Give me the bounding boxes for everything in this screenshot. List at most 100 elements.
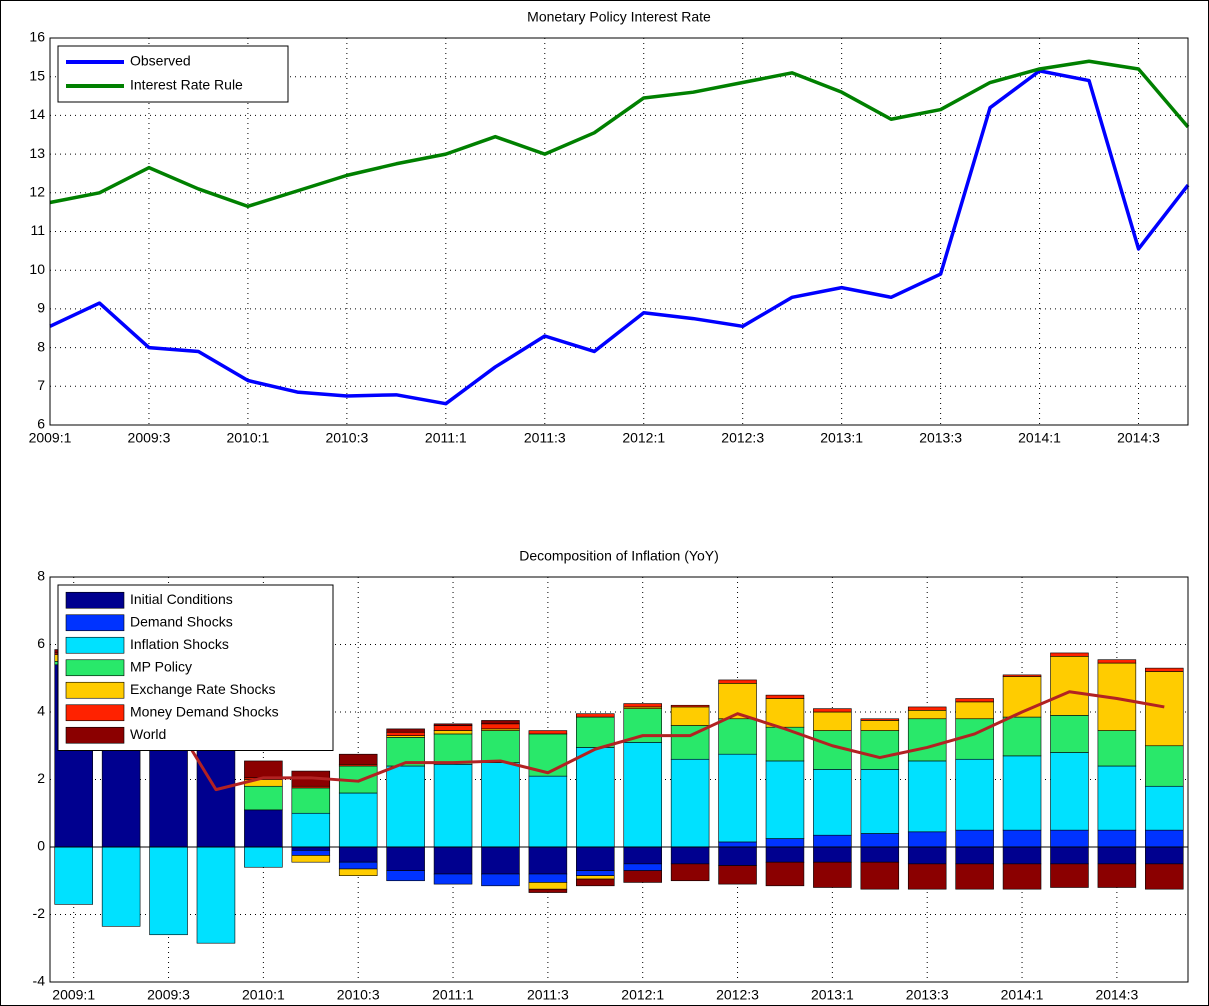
x-tick-label: 2012:1 <box>621 987 664 1003</box>
bar-segment <box>1097 863 1137 888</box>
y-tick-label: 8 <box>37 568 45 584</box>
legend-label: World <box>130 726 166 742</box>
legend-label: Interest Rate Rule <box>130 77 243 93</box>
bar-segment <box>576 878 615 887</box>
bar-segment <box>481 720 520 725</box>
bar-segment <box>1050 829 1089 848</box>
x-tick-label: 2013:1 <box>811 987 854 1003</box>
bar-segment <box>813 708 852 713</box>
y-tick-label: 0 <box>37 838 45 854</box>
bar-segment <box>860 861 900 890</box>
x-tick-label: 2011:3 <box>524 430 566 446</box>
bar-segment <box>338 846 378 863</box>
bar-segment <box>291 850 331 856</box>
bar-segment <box>765 760 805 839</box>
bar-segment <box>718 846 757 866</box>
legend-label: MP Policy <box>130 658 192 674</box>
bar-segment <box>291 855 331 863</box>
bar-segment <box>433 725 473 731</box>
y-tick-label: -2 <box>33 905 46 921</box>
bar-segment <box>623 742 662 848</box>
x-tick-label: 2010:3 <box>337 987 380 1003</box>
bar-segment <box>54 846 93 905</box>
bar-segment <box>907 863 947 890</box>
bar-segment <box>1145 846 1184 865</box>
chart-title: Decomposition of Inflation (YoY) <box>519 548 718 564</box>
bar-segment <box>576 713 615 718</box>
bar-segment <box>291 846 331 851</box>
x-tick-label: 2012:3 <box>716 987 759 1003</box>
bar-segment <box>1002 863 1042 890</box>
x-tick-label: 2010:1 <box>226 430 269 446</box>
legend-swatch <box>65 681 125 699</box>
bar-segment <box>244 846 283 868</box>
bar-segment <box>576 875 615 880</box>
bar-segment <box>386 731 425 736</box>
x-tick-label: 2009:3 <box>147 987 190 1003</box>
y-tick-label: 13 <box>29 145 45 161</box>
x-tick-label: 2013:3 <box>906 987 949 1003</box>
bar-segment <box>433 764 473 848</box>
bar-segment <box>386 728 425 733</box>
x-tick-label: 2011:1 <box>432 987 474 1003</box>
bar-segment <box>481 762 520 848</box>
bar-segment <box>433 723 473 726</box>
bar-segment <box>765 861 805 887</box>
legend-label: Exchange Rate Shocks <box>130 681 276 697</box>
data-line <box>49 59 1190 209</box>
bar-segment <box>576 846 615 871</box>
bar-segment <box>528 730 568 735</box>
x-tick-label: 2012:3 <box>721 430 764 446</box>
bar-segment <box>907 706 947 711</box>
bar-segment <box>338 868 378 876</box>
bar-segment <box>338 792 378 848</box>
bar-segment <box>196 846 236 944</box>
bar-segment <box>433 873 473 885</box>
bar-segment <box>576 747 615 848</box>
bar-segment <box>244 785 283 811</box>
legend-swatch <box>65 659 125 677</box>
bar-segment <box>528 775 568 848</box>
bar-segment <box>623 703 662 708</box>
data-line <box>49 69 1190 406</box>
bar-segment <box>670 863 710 882</box>
bar-segment <box>623 846 662 865</box>
x-tick-label: 2009:1 <box>29 430 72 446</box>
bar-segment <box>1002 846 1042 865</box>
bar-segment <box>386 846 425 871</box>
bar-segment <box>813 834 852 848</box>
bar-segment <box>1097 659 1137 664</box>
bar-segment <box>670 846 710 865</box>
axes-border <box>49 37 1189 426</box>
bar-segment <box>576 870 615 876</box>
bar-segment <box>907 718 947 762</box>
bar-segment <box>1050 863 1089 888</box>
bar-segment <box>955 758 994 831</box>
bar-segment <box>623 863 662 871</box>
bar-segment <box>433 733 473 765</box>
legend-label: Observed <box>130 53 191 69</box>
bar-segment <box>291 812 331 848</box>
chart-title: Monetary Policy Interest Rate <box>527 9 711 25</box>
bar-segment <box>670 758 710 848</box>
x-tick-label: 2010:1 <box>242 987 285 1003</box>
bar-segment <box>860 846 900 863</box>
bar-segment <box>813 769 852 836</box>
bar-segment <box>433 846 473 875</box>
y-tick-label: 6 <box>37 416 45 432</box>
x-tick-label: 2014:1 <box>1001 987 1044 1003</box>
y-tick-label: 12 <box>29 184 45 200</box>
bar-segment <box>955 846 994 865</box>
bar-segment <box>1097 730 1137 767</box>
bar-segment <box>623 870 662 883</box>
bar-segment <box>386 765 425 848</box>
y-tick-label: 9 <box>37 300 45 316</box>
bar-segment <box>386 870 425 882</box>
x-tick-label: 2013:3 <box>919 430 962 446</box>
bar-segment <box>860 718 900 721</box>
bar-segment <box>1002 716 1042 757</box>
bar-segment <box>481 873 520 887</box>
bar-segment <box>813 861 852 888</box>
bar-segment <box>433 730 473 735</box>
